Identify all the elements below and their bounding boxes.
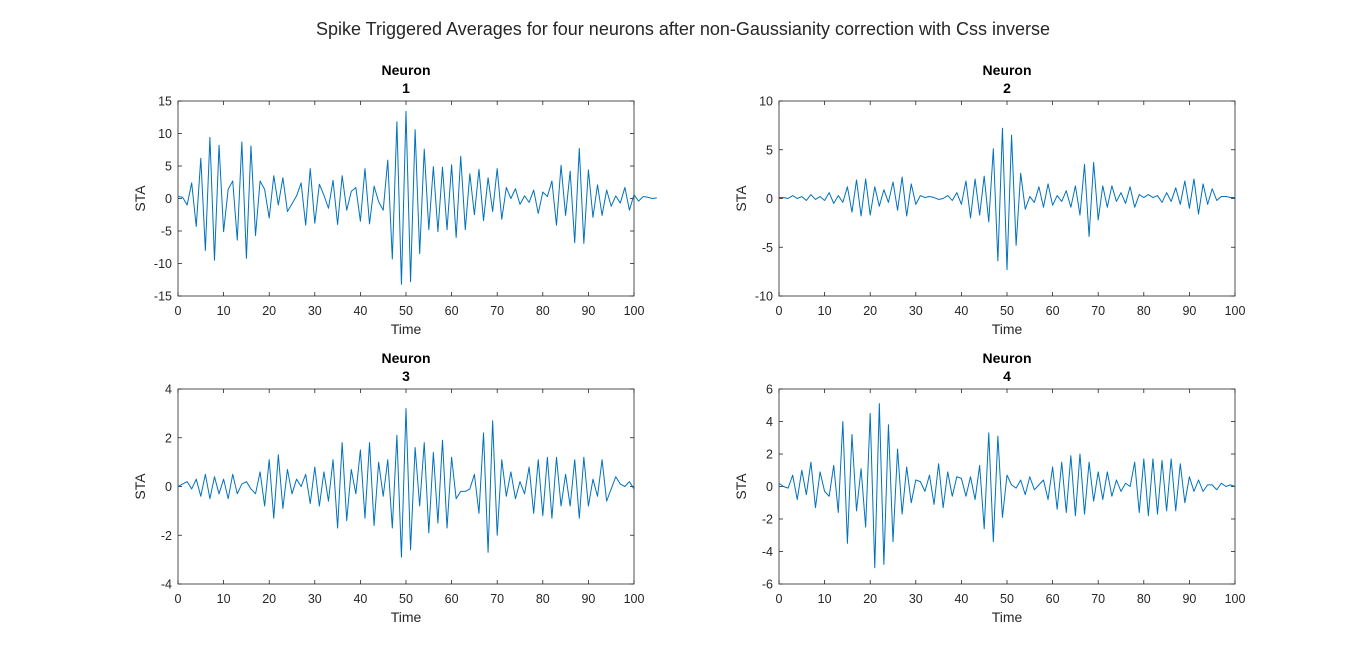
x-tick-label: 0 xyxy=(776,304,783,318)
axes-box xyxy=(778,388,1236,585)
x-tick-label: 80 xyxy=(1137,592,1151,606)
x-tick-label: 70 xyxy=(1091,304,1105,318)
y-tick-label: 15 xyxy=(158,95,172,109)
y-tick-label: -10 xyxy=(755,290,773,304)
y-tick-label: -4 xyxy=(161,578,172,592)
x-tick-label: 10 xyxy=(818,304,832,318)
x-tick-label: 90 xyxy=(581,592,595,606)
x-tick-label: 80 xyxy=(536,304,550,318)
x-tick-label: 60 xyxy=(445,592,459,606)
x-tick-label: 90 xyxy=(1182,592,1196,606)
x-tick-label: 90 xyxy=(1182,304,1196,318)
subplot-1: 0 10 20 30 40 50 60 70 80 90 100 -15 -10 -5 0 5 10 15 Neur… xyxy=(132,62,657,337)
x-tick-label: 40 xyxy=(353,304,367,318)
subplot-title: Neuron xyxy=(983,350,1032,366)
x-tick-label: 70 xyxy=(1091,592,1105,606)
y-tick-label: -2 xyxy=(762,513,773,527)
y-tick-label: 0 xyxy=(766,192,773,206)
subplot-title: Neuron xyxy=(382,62,431,78)
y-tick-label: -6 xyxy=(762,578,773,592)
series-line xyxy=(177,110,657,285)
x-tick-label: 30 xyxy=(308,304,322,318)
x-tick-label: 30 xyxy=(909,304,923,318)
subplot-title: Neuron xyxy=(983,62,1032,78)
x-tick-label: 50 xyxy=(399,304,413,318)
y-axis-label: STA xyxy=(733,473,749,500)
x-axis-label: Time xyxy=(992,321,1023,337)
x-tick-label: 70 xyxy=(490,592,504,606)
subplot-subtitle: 1 xyxy=(402,80,410,96)
x-tick-label: 100 xyxy=(1225,304,1246,318)
subplot-title: Neuron xyxy=(382,350,431,366)
x-tick-label: 20 xyxy=(262,592,276,606)
y-tick-label: -2 xyxy=(161,529,172,543)
y-tick-label: 10 xyxy=(158,127,172,141)
subplot-3: 0 10 20 30 40 50 60 70 80 90 100 -4 -2 0 2 4 Neuron 3 Time… xyxy=(132,350,644,625)
x-tick-label: 20 xyxy=(863,304,877,318)
y-tick-label: 0 xyxy=(165,480,172,494)
x-tick-label: 70 xyxy=(490,304,504,318)
x-tick-label: 80 xyxy=(536,592,550,606)
x-tick-label: 20 xyxy=(262,304,276,318)
x-tick-label: 100 xyxy=(624,304,645,318)
x-tick-label: 0 xyxy=(175,592,182,606)
y-tick-label: 0 xyxy=(165,192,172,206)
x-tick-label: 60 xyxy=(445,304,459,318)
y-tick-label: -4 xyxy=(762,545,773,559)
x-tick-label: 100 xyxy=(624,592,645,606)
x-tick-label: 90 xyxy=(581,304,595,318)
x-tick-label: 0 xyxy=(175,304,182,318)
x-tick-label: 60 xyxy=(1046,592,1060,606)
series-line xyxy=(778,403,1236,569)
series-line xyxy=(779,127,1235,271)
y-tick-label: 0 xyxy=(766,480,773,494)
y-tick-label: 10 xyxy=(759,95,773,109)
y-tick-label: 4 xyxy=(165,383,172,397)
x-tick-label: 50 xyxy=(399,592,413,606)
series-line xyxy=(177,408,635,558)
y-tick-label: 6 xyxy=(766,383,773,397)
x-tick-label: 40 xyxy=(954,304,968,318)
x-tick-label: 50 xyxy=(1000,592,1014,606)
y-tick-label: 4 xyxy=(766,415,773,429)
y-tick-label: -5 xyxy=(161,225,172,239)
x-tick-label: 20 xyxy=(863,592,877,606)
subplot-subtitle: 4 xyxy=(1003,368,1011,384)
x-tick-label: 60 xyxy=(1046,304,1060,318)
x-tick-label: 30 xyxy=(308,592,322,606)
y-tick-label: 2 xyxy=(165,431,172,445)
y-axis-label: STA xyxy=(132,185,148,212)
x-axis-label: Time xyxy=(391,321,422,337)
subplot-2: 0 10 20 30 40 50 60 70 80 90 100 -10 -5 0 5 10 Neuron 2 Ti… xyxy=(733,62,1245,337)
x-tick-label: 40 xyxy=(954,592,968,606)
x-tick-label: 100 xyxy=(1225,592,1246,606)
x-axis-label: Time xyxy=(391,609,422,625)
x-tick-label: 10 xyxy=(217,304,231,318)
x-tick-label: 30 xyxy=(909,592,923,606)
y-tick-label: -5 xyxy=(762,241,773,255)
y-tick-label: -15 xyxy=(154,290,172,304)
y-tick-label: 2 xyxy=(766,448,773,462)
y-axis-label: STA xyxy=(733,185,749,212)
figure-title: Spike Triggered Averages for four neuron… xyxy=(315,19,1051,39)
x-axis-label: Time xyxy=(992,609,1023,625)
y-axis-label: STA xyxy=(132,473,148,500)
subplot-subtitle: 2 xyxy=(1003,80,1011,96)
y-tick-label: -10 xyxy=(154,257,172,271)
x-tick-label: 40 xyxy=(353,592,367,606)
x-tick-label: 0 xyxy=(776,592,783,606)
x-tick-label: 80 xyxy=(1137,304,1151,318)
subplot-subtitle: 3 xyxy=(402,368,410,384)
x-tick-label: 10 xyxy=(818,592,832,606)
x-tick-label: 50 xyxy=(1000,304,1014,318)
x-tick-label: 10 xyxy=(217,592,231,606)
subplot-4: 0 10 20 30 40 50 60 70 80 90 100 -6 -4 -2 0 2 4 6 Neuron 4 T… xyxy=(733,350,1245,625)
y-tick-label: 5 xyxy=(766,143,773,157)
y-tick-label: 5 xyxy=(165,160,172,174)
